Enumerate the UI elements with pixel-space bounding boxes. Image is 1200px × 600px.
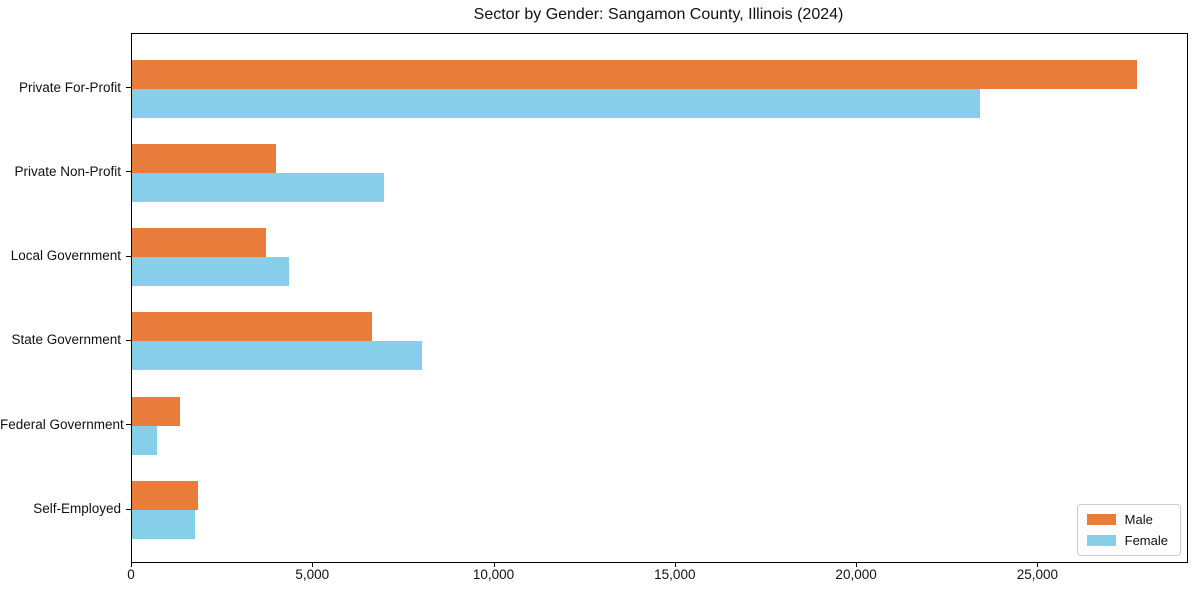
y-tick-mark xyxy=(126,171,131,173)
bar-male-0 xyxy=(132,59,1137,89)
bar-male-1 xyxy=(132,143,277,173)
bar-female-2 xyxy=(132,257,289,287)
y-tick-mark xyxy=(126,255,131,257)
y-axis-category-label: Federal Government xyxy=(0,416,124,432)
x-tick-mark xyxy=(1037,562,1039,567)
legend-swatch-male xyxy=(1086,514,1116,525)
x-tick-label: 10,000 xyxy=(472,567,515,582)
y-axis-category-label: State Government xyxy=(11,332,121,348)
legend-swatch-female xyxy=(1086,535,1116,546)
x-tick-mark xyxy=(856,562,858,567)
plot-area: Male Female xyxy=(131,33,1188,563)
legend: Male Female xyxy=(1076,504,1181,556)
bar-male-4 xyxy=(132,396,180,426)
bar-male-2 xyxy=(132,228,267,258)
bar-male-5 xyxy=(132,481,198,510)
x-tick-mark xyxy=(674,562,676,567)
x-tick-mark xyxy=(493,562,495,567)
y-tick-mark xyxy=(126,87,131,88)
legend-entry-female: Female xyxy=(1086,533,1168,548)
x-tick-label: 0 xyxy=(127,567,135,582)
x-tick-label: 15,000 xyxy=(654,567,696,582)
bar-male-3 xyxy=(132,312,372,342)
y-axis-category-label: Private Non-Profit xyxy=(14,163,121,179)
x-tick-label: 5,000 xyxy=(295,567,330,582)
x-tick-mark xyxy=(131,562,132,567)
bar-female-3 xyxy=(132,341,423,371)
bar-female-4 xyxy=(132,425,157,455)
bar-female-0 xyxy=(132,88,981,118)
bar-female-1 xyxy=(132,172,385,202)
bar-female-5 xyxy=(132,510,196,539)
y-tick-mark xyxy=(126,339,131,341)
x-tick-label: 20,000 xyxy=(835,567,877,582)
legend-entry-male: Male xyxy=(1086,512,1168,527)
chart-title: Sector by Gender: Sangamon County, Illin… xyxy=(473,6,844,23)
legend-label: Male xyxy=(1124,512,1153,527)
y-tick-mark xyxy=(126,508,131,510)
y-axis-category-label: Private For-Profit xyxy=(18,79,121,95)
y-tick-mark xyxy=(126,424,131,426)
legend-label: Female xyxy=(1124,533,1168,548)
y-axis-category-label: Local Government xyxy=(10,248,121,264)
x-tick-mark xyxy=(312,562,314,567)
y-axis-category-label: Self-Employed xyxy=(33,501,121,516)
x-tick-label: 25,000 xyxy=(1016,567,1058,582)
